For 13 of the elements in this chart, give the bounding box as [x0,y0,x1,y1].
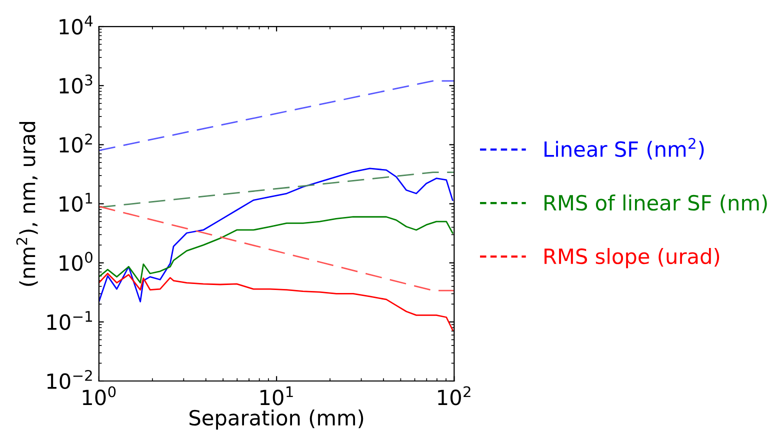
x-tick-label: 10$^{1}$ [260,386,293,406]
y-tick-label: 10$^{3}$ [60,74,92,94]
x-axis-title: Separation (mm) [190,410,364,430]
x-tick-label: 10$^{2}$ [438,386,470,406]
y-tick-label: 10$^{4}$ [60,16,93,35]
legend-label: RMS of linear SF (nm) [544,194,767,214]
y-tick-label: 10$^{1}$ [60,192,92,212]
y-axis-title: (nm$^{2}$), nm, urad [16,122,38,286]
y-tick-label: 10$^{0}$ [60,252,92,271]
y-tick-label: 10$^{−1}$ [47,311,92,330]
y-tick-label: 10$^{2}$ [60,134,92,153]
legend-label: Linear SF (nm$^{2}$) [544,138,704,160]
legend-label: RMS slope (urad) [544,248,720,268]
